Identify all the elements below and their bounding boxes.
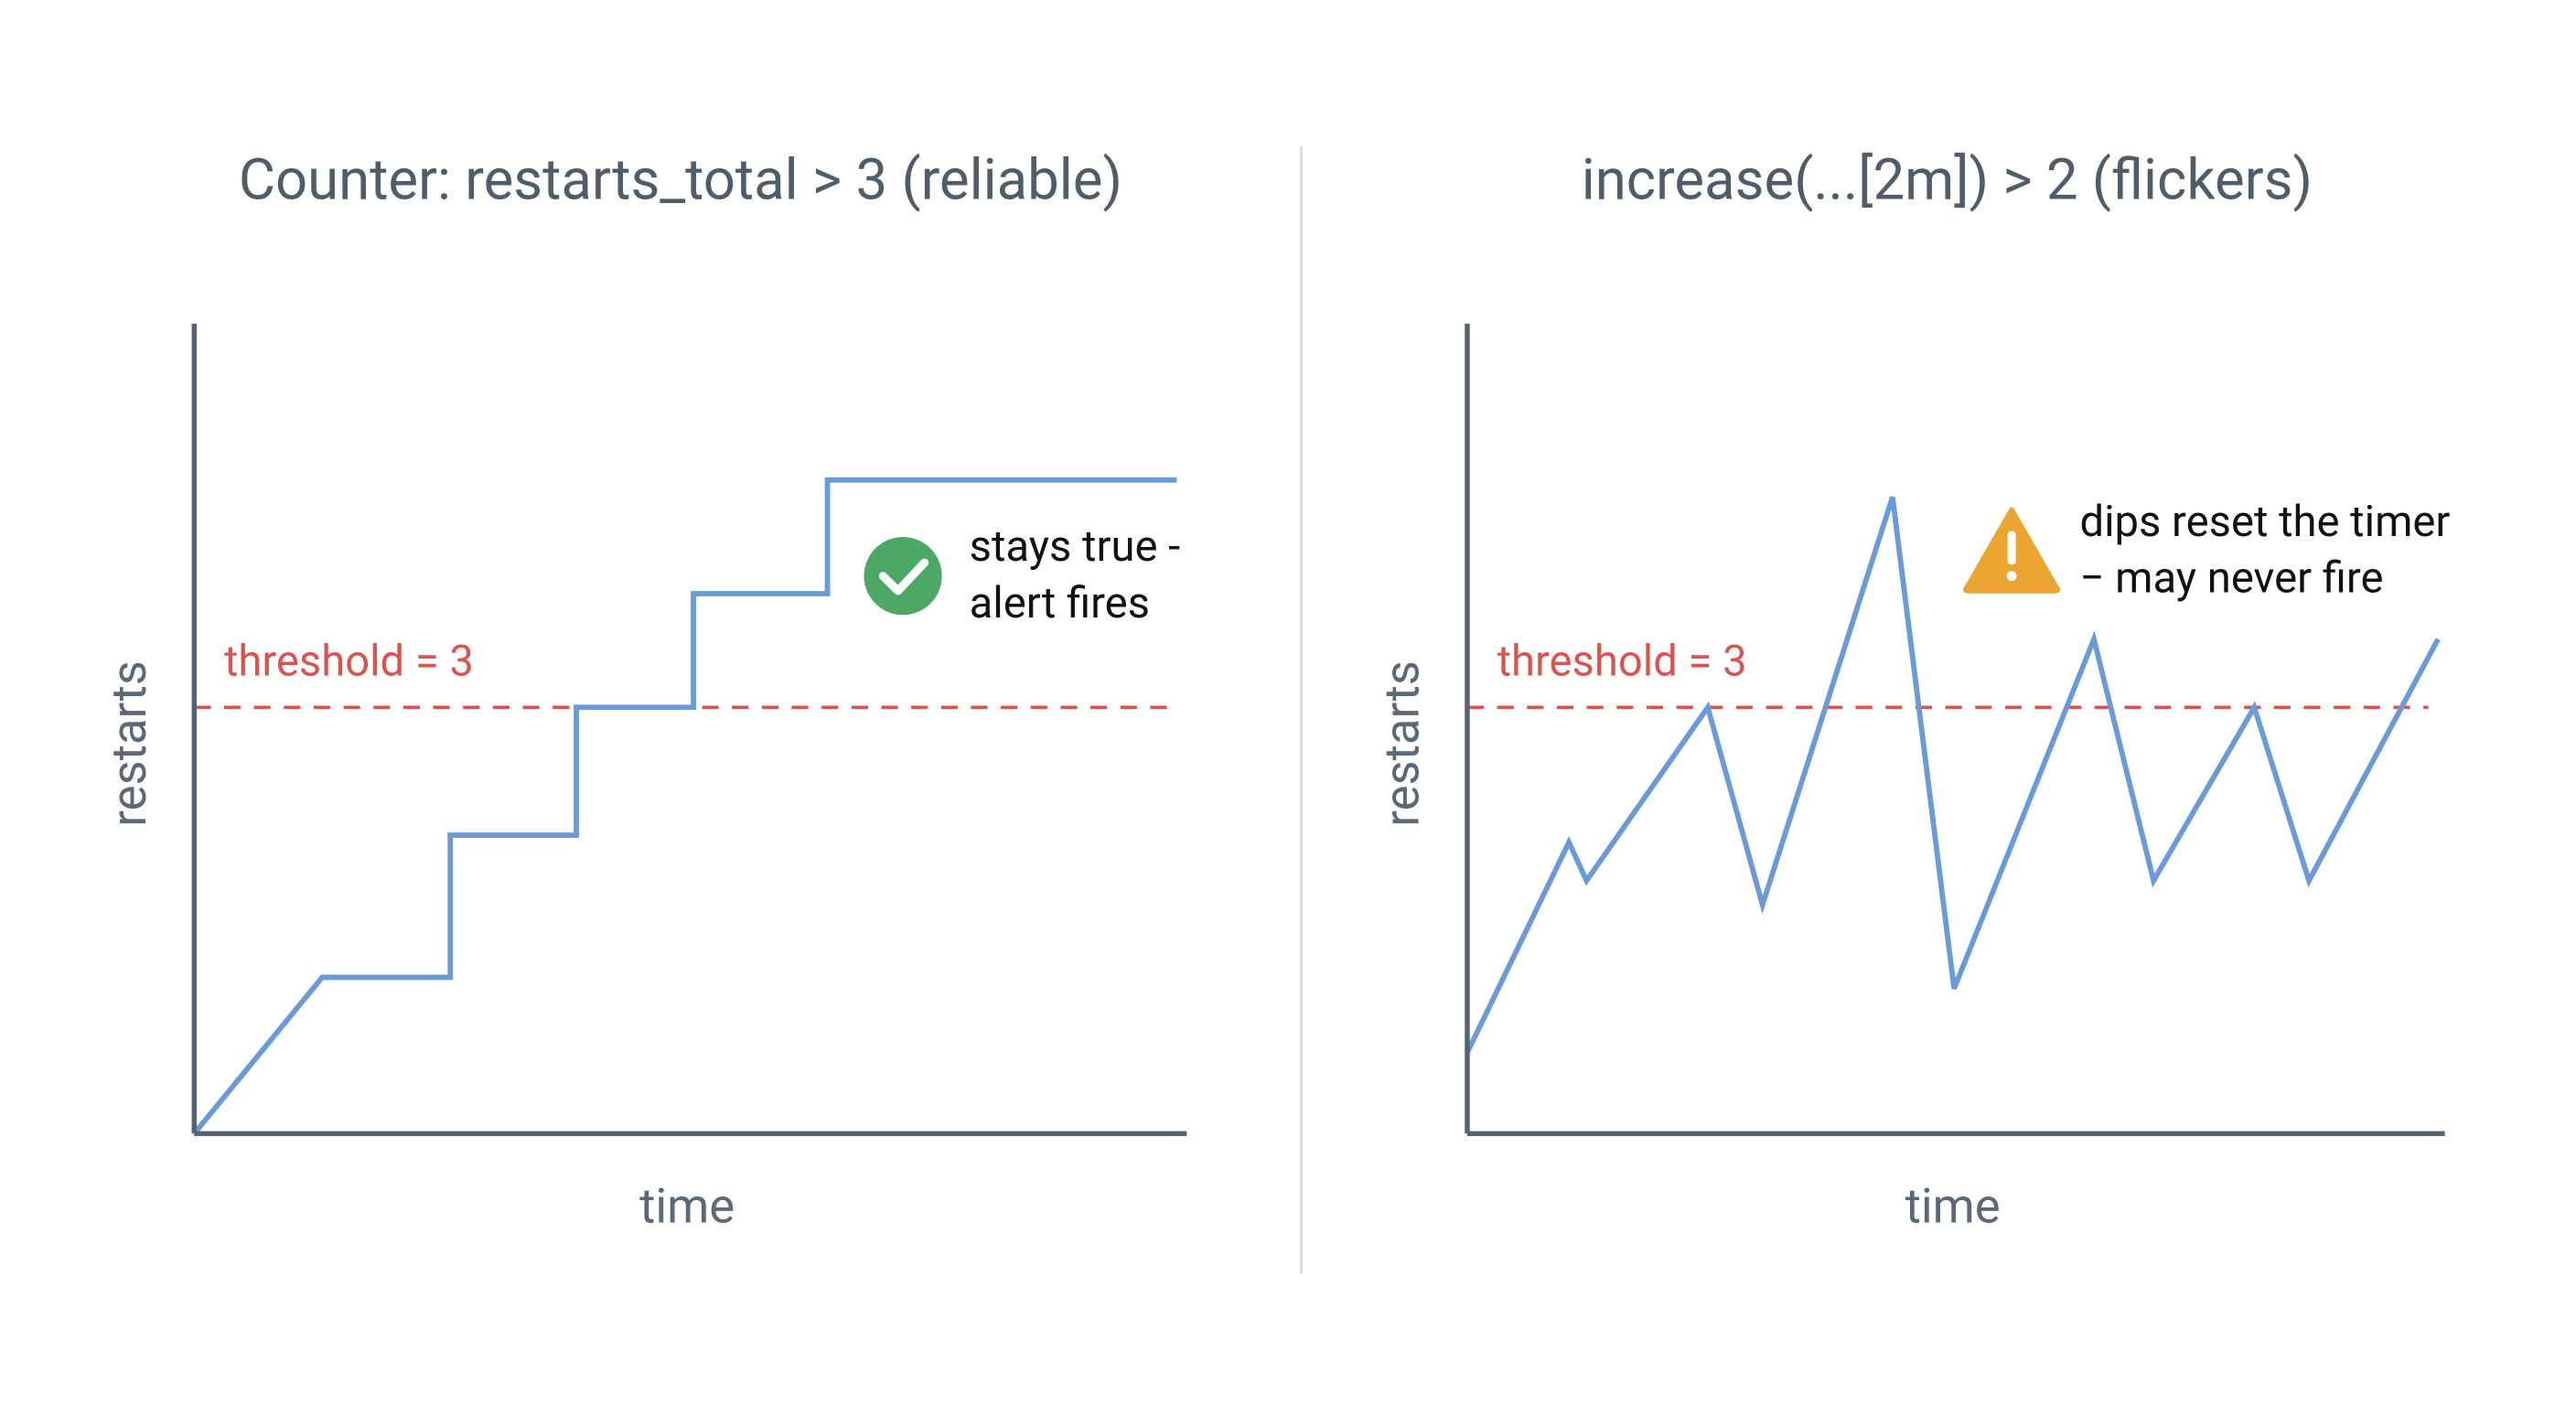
annotation: − may never fire — [2079, 552, 2383, 604]
x-axis-label: time — [1905, 1178, 2001, 1235]
data-line — [192, 477, 1177, 1136]
chart: increase(...[2m]) > 2 (flickers) time rest… — [1374, 148, 2451, 1235]
x-axis-label: time — [639, 1178, 735, 1235]
warning-icon — [1962, 507, 2061, 594]
annotation: dips reset the timer — [2079, 496, 2450, 547]
data-line — [1465, 496, 2441, 1055]
threshold-label: threshold = 3 — [1497, 636, 1747, 687]
chart-title: increase(...[2m]) > 2 (flickers) — [1582, 148, 2313, 214]
check-icon — [864, 537, 942, 616]
annotation: alert fires — [970, 577, 1150, 628]
chart: Counter: restarts_total > 3 (reliable) ti… — [101, 148, 1187, 1235]
y-axis-label: restarts — [101, 660, 157, 827]
annotation: stays true - — [970, 520, 1181, 572]
y-axis-label: restarts — [1374, 660, 1431, 827]
threshold-label: threshold = 3 — [224, 636, 474, 687]
chart-title: Counter: restarts_total > 3 (reliable) — [239, 148, 1122, 214]
